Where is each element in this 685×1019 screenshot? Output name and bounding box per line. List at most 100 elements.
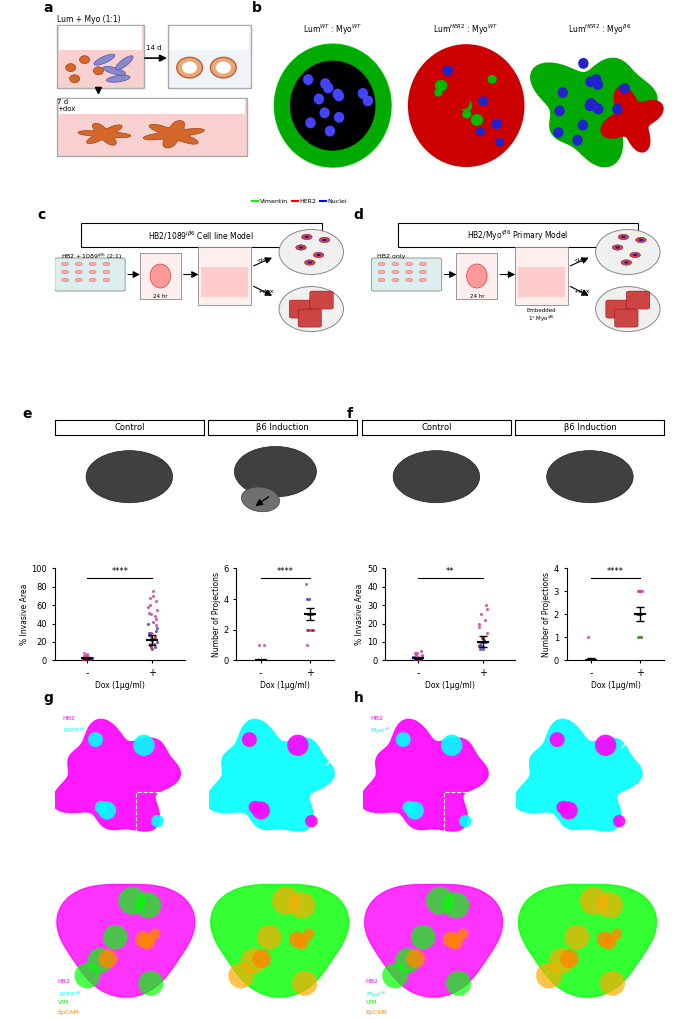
Circle shape [66,63,75,71]
Point [477,634,488,650]
Ellipse shape [434,89,443,97]
Point [475,638,486,654]
Point [84,649,95,665]
Circle shape [593,79,603,90]
Ellipse shape [94,54,115,65]
Circle shape [411,925,435,950]
Ellipse shape [443,124,458,139]
Y-axis label: Number of Projections: Number of Projections [212,572,221,657]
Point [86,650,97,666]
Circle shape [138,971,163,996]
Point [632,606,643,623]
Circle shape [296,245,306,251]
FancyBboxPatch shape [57,24,144,89]
Point [480,634,491,650]
Circle shape [292,971,317,996]
Circle shape [459,815,471,827]
Point [414,652,425,668]
Point [589,652,600,668]
Circle shape [75,262,82,266]
Text: **: ** [446,567,455,576]
Point [303,591,314,607]
Point [479,611,490,628]
Circle shape [600,971,625,996]
Point [253,652,264,668]
Point [84,651,95,667]
Circle shape [549,948,575,973]
Point [151,634,162,650]
Point [475,606,486,623]
Circle shape [177,57,203,77]
Circle shape [392,270,399,274]
Point [85,651,96,667]
Polygon shape [519,884,656,998]
Circle shape [382,963,408,988]
Circle shape [75,963,100,988]
Circle shape [89,262,96,266]
Circle shape [630,253,640,258]
Circle shape [406,802,424,819]
Text: HB2/1089$^{iβ6}$ Cell line Model: HB2/1089$^{iβ6}$ Cell line Model [149,229,254,242]
Point [80,650,91,666]
Circle shape [448,934,463,950]
Point [145,637,155,653]
FancyBboxPatch shape [606,300,630,318]
Circle shape [316,254,321,256]
Point [78,652,89,668]
Point [80,650,91,666]
Circle shape [305,236,309,238]
FancyBboxPatch shape [199,248,251,305]
Point [254,652,265,668]
Point [588,652,599,668]
Text: 24 hr: 24 hr [470,294,484,299]
Circle shape [299,247,303,249]
Point [258,652,269,668]
Polygon shape [530,58,658,167]
Text: b: b [252,1,262,15]
Point [254,652,265,668]
Circle shape [443,931,459,948]
Point [306,606,317,623]
Circle shape [558,87,568,98]
Point [473,615,484,632]
Point [480,597,491,613]
Point [79,645,90,661]
Circle shape [406,270,412,274]
Point [253,652,264,668]
Circle shape [62,270,68,274]
Ellipse shape [461,101,472,112]
Point [410,647,421,663]
Point [146,625,157,641]
Point [409,652,420,668]
Ellipse shape [241,487,279,512]
Point [410,650,421,666]
Point [147,583,158,599]
Circle shape [93,67,103,74]
Text: HB2: HB2 [366,979,379,984]
Point [82,647,92,663]
Point [475,636,486,652]
Ellipse shape [462,99,472,109]
Circle shape [140,934,155,950]
Ellipse shape [466,130,477,141]
Text: 24 hr: 24 hr [153,294,168,299]
Point [477,641,488,657]
Point [82,648,93,664]
Point [144,627,155,643]
Point [253,652,264,668]
Text: Embedded
1° Myo$^{iβ6}$: Embedded 1° Myo$^{iβ6}$ [527,308,556,324]
Point [482,601,493,618]
Text: 7 d
+dox: 7 d +dox [57,99,75,112]
Point [410,648,421,664]
Circle shape [135,931,151,948]
Circle shape [378,278,385,281]
Point [147,613,158,630]
Point [632,629,643,645]
Point [415,643,426,659]
Circle shape [636,237,646,243]
Point [82,650,93,666]
Point [635,629,646,645]
Y-axis label: % Invasive Area: % Invasive Area [356,584,364,645]
Point [145,638,156,654]
Point [476,630,487,646]
